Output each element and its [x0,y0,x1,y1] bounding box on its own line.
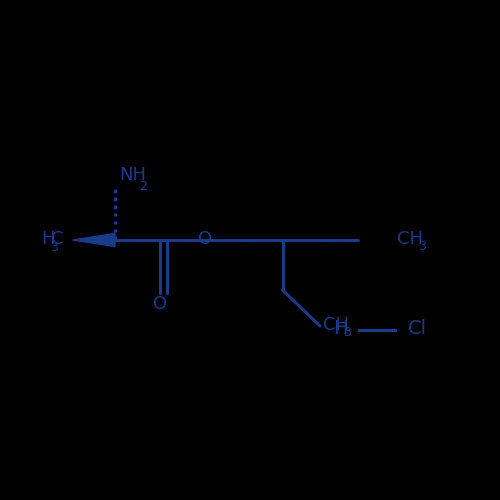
Text: Cl: Cl [408,319,426,338]
Text: O: O [153,295,167,313]
Text: C: C [52,230,64,248]
Text: 2: 2 [139,180,147,194]
Text: H: H [42,230,55,248]
Text: NH: NH [119,166,146,184]
Text: 3: 3 [418,240,426,253]
Text: H: H [333,319,347,338]
Text: 3: 3 [344,326,351,339]
Text: O: O [198,230,212,248]
Polygon shape [72,234,115,246]
Text: CH: CH [398,230,423,248]
Text: CH: CH [322,316,348,334]
Text: 3: 3 [50,241,58,254]
